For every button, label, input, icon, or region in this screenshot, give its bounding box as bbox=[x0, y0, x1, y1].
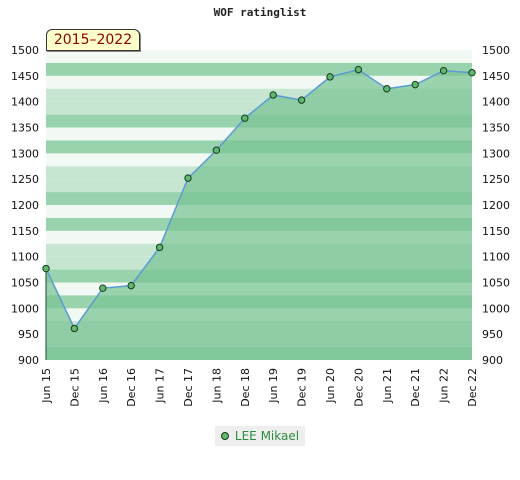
data-point: Jun 19: 1413 bbox=[269, 91, 277, 99]
y-tick-label: 900 bbox=[482, 354, 503, 367]
x-axis: Jun 15 Dec 15 Jun 16 Dec 16 Jun 17 Dec 17 Jun … bbox=[40, 368, 479, 407]
data-point: Dec 18: 1368 bbox=[241, 114, 249, 122]
y-tick-label: 1300 bbox=[11, 147, 39, 160]
y-tick-label: 1400 bbox=[482, 96, 510, 109]
y-tick-label: 1200 bbox=[482, 199, 510, 212]
y-tick-label: 1100 bbox=[11, 251, 39, 264]
x-tick-label: Jun 19 bbox=[267, 368, 280, 404]
y-tick-label: 1300 bbox=[482, 147, 510, 160]
x-tick-label: Dec 19 bbox=[296, 368, 309, 407]
y-tick-label: 1200 bbox=[11, 199, 39, 212]
x-tick-label: Jun 15 bbox=[40, 368, 53, 404]
data-point: Dec 20: 1462 bbox=[354, 65, 363, 74]
series-area bbox=[46, 69, 472, 360]
data-point: Jun 18: 1306 bbox=[212, 146, 221, 154]
y-tick-label: 1050 bbox=[482, 277, 510, 290]
x-tick-label: Jun 22 bbox=[438, 368, 451, 404]
y-tick-label: 1050 bbox=[11, 277, 39, 290]
chart-title: WOF ratinglist bbox=[213, 6, 307, 19]
y-tick-label: 1000 bbox=[482, 302, 510, 315]
area-layer bbox=[46, 69, 472, 360]
line-layer bbox=[45, 68, 473, 360]
band bbox=[46, 50, 472, 63]
band bbox=[46, 62, 472, 76]
y-tick-label: 1150 bbox=[482, 225, 510, 238]
x-tick-label: Dec 17 bbox=[182, 368, 195, 407]
data-point: Dec 21: 1433 bbox=[411, 80, 419, 89]
data-point: Jun 21: 1425 bbox=[383, 85, 391, 93]
y-tick-label: 1150 bbox=[11, 225, 39, 238]
y-tick-label: 1100 bbox=[482, 251, 510, 264]
data-point: Jun 20: 1448 bbox=[326, 73, 334, 81]
y-tick-label: 950 bbox=[18, 328, 39, 341]
y-axis-left: 900 950 1000 1050 1100 1150 1200 1250 1300 1350 14… bbox=[11, 44, 39, 367]
y-tick-label: 950 bbox=[482, 328, 503, 341]
y-tick-label: 1250 bbox=[11, 173, 39, 186]
legend-label: LEE Mikael bbox=[234, 429, 300, 443]
data-point: Dec 22: 1456 bbox=[468, 69, 476, 77]
data-point: Dec 17: 1252 bbox=[184, 174, 192, 182]
y-axis-right: 900 950 1000 1050 1100 1150 1200 1250 1300 1350 14… bbox=[482, 44, 510, 367]
x-tick-label: Dec 16 bbox=[125, 368, 138, 407]
x-tick-label: Dec 22 bbox=[466, 368, 479, 407]
data-point: Jun 17: 1118 bbox=[155, 243, 164, 252]
legend-marker-icon bbox=[220, 432, 229, 440]
y-tick-label: 1450 bbox=[482, 70, 510, 83]
data-point: Jun 22: 1460 bbox=[439, 66, 448, 75]
x-tick-label: Jun 18 bbox=[210, 368, 223, 404]
y-tick-label: 1450 bbox=[11, 70, 39, 83]
y-tick-label: 1500 bbox=[11, 44, 39, 57]
x-tick-label: Jun 17 bbox=[154, 368, 167, 404]
y-tick-label: 900 bbox=[18, 354, 39, 367]
series-line bbox=[45, 68, 473, 330]
data-point: Dec 19: 1403 bbox=[297, 96, 306, 104]
x-tick-label: Dec 18 bbox=[239, 368, 252, 407]
data-point: Jun 15: 1077 bbox=[42, 264, 50, 273]
y-tick-label: 1500 bbox=[482, 44, 510, 57]
x-tick-label: Dec 20 bbox=[352, 368, 365, 407]
data-point: Dec 15: 961 bbox=[70, 324, 79, 333]
x-tick-label: Dec 15 bbox=[68, 368, 81, 407]
y-tick-label: 1250 bbox=[482, 173, 510, 186]
x-tick-label: Jun 20 bbox=[324, 368, 337, 404]
data-point: Jun 16: 1039 bbox=[99, 284, 107, 292]
y-tick-label: 1350 bbox=[11, 122, 39, 135]
legend[interactable]: LEE Mikael bbox=[215, 426, 305, 446]
y-tick-label: 1000 bbox=[11, 302, 39, 315]
period-badge: 2015–2022 bbox=[46, 29, 140, 51]
x-tick-label: Jun 16 bbox=[97, 368, 110, 404]
y-tick-label: 1350 bbox=[482, 122, 510, 135]
data-point: Dec 16: 1044 bbox=[127, 281, 135, 290]
x-tick-label: Dec 21 bbox=[409, 368, 422, 407]
point-layer: Jun 15: 1077 Dec 15: 961 Jun 16: 1039 Dec 1… bbox=[42, 65, 476, 333]
x-tick-label: Jun 21 bbox=[381, 368, 394, 404]
y-tick-label: 1400 bbox=[11, 96, 39, 109]
